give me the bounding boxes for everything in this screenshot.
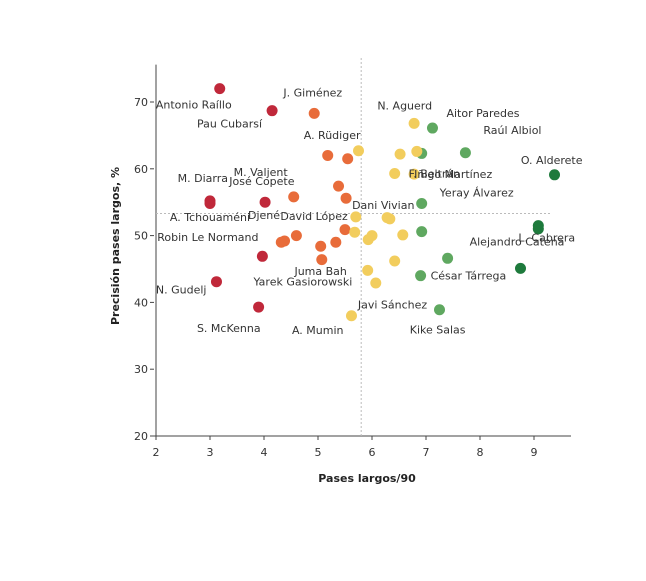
point-label: N. Gudelj — [156, 284, 207, 297]
data-point — [316, 254, 328, 266]
point-label: Aitor Paredes — [446, 107, 519, 120]
data-point — [411, 145, 423, 157]
data-point — [342, 153, 354, 165]
point-label: N. Aguerd — [377, 99, 432, 112]
data-point — [549, 169, 561, 181]
point-label: O. Alderete — [521, 154, 583, 167]
data-point — [389, 167, 401, 179]
data-point — [340, 192, 352, 204]
data-point — [389, 255, 401, 267]
point-label: Antonio Raíllo — [156, 99, 232, 112]
point-label: Javi Sánchez — [357, 298, 428, 311]
data-point — [345, 310, 357, 322]
y-tick-label: 60 — [134, 163, 148, 176]
point-label: A. Tchouaméni — [170, 211, 250, 224]
point-label: Yeray Álvarez — [439, 187, 514, 200]
data-point — [290, 230, 302, 242]
data-point — [370, 277, 382, 289]
data-point — [288, 191, 300, 203]
point-label: Djené — [248, 209, 280, 222]
y-tick-label: 40 — [134, 296, 148, 309]
point-label: L. Cabrera — [518, 232, 575, 245]
data-point — [275, 236, 287, 248]
point-label: David López — [280, 210, 348, 223]
point-label: José Copete — [228, 175, 294, 188]
data-point — [415, 270, 427, 282]
data-point — [408, 168, 420, 180]
data-point — [333, 180, 345, 192]
point-label: F. Beltrán — [409, 167, 460, 180]
data-point — [434, 304, 445, 316]
point-label: J. Giménez — [282, 86, 342, 99]
data-point — [322, 149, 334, 161]
data-point — [330, 236, 342, 248]
point-label: A. Rüdiger — [304, 129, 361, 142]
x-tick-label: 9 — [531, 446, 538, 459]
y-tick-label: 70 — [134, 96, 148, 109]
data-point — [353, 145, 364, 157]
data-point — [204, 198, 216, 210]
data-point — [394, 148, 406, 160]
x-axis-title: Pases largos/90 — [318, 472, 416, 485]
data-point — [416, 198, 428, 210]
data-point — [459, 147, 471, 159]
y-tick-label: 50 — [134, 230, 148, 243]
data-point — [210, 276, 222, 288]
point-label: César Tárrega — [431, 270, 507, 283]
data-point — [384, 213, 396, 225]
data-point — [349, 226, 361, 238]
data-points — [204, 83, 561, 322]
data-point — [253, 301, 265, 313]
data-point — [397, 229, 409, 241]
data-point — [308, 107, 320, 119]
data-point — [214, 83, 226, 95]
point-label: Alejandro Catena — [470, 235, 565, 248]
data-point — [408, 117, 420, 129]
data-point — [266, 105, 278, 117]
point-label: Iñigo Martínez — [414, 168, 492, 181]
data-point — [362, 264, 374, 276]
data-point — [362, 234, 374, 246]
point-label: M. Valjent — [234, 166, 289, 179]
point-label: Yarek Gasiorowski — [252, 276, 352, 289]
data-point — [442, 252, 454, 264]
point-label: S. McKenna — [197, 322, 261, 335]
x-tick-label: 8 — [477, 446, 484, 459]
y-axis-title: Precisión pases largos, % — [109, 167, 122, 325]
x-tick-label: 3 — [207, 446, 214, 459]
data-point — [350, 211, 362, 223]
point-label: Dani Vivian — [352, 199, 414, 212]
x-tick-label: 7 — [423, 446, 430, 459]
point-label: A. Mumin — [292, 324, 344, 337]
x-tick-label: 5 — [315, 446, 322, 459]
y-tick-label: 20 — [134, 430, 148, 443]
x-tick-label: 2 — [153, 446, 160, 459]
y-tick-label: 30 — [134, 363, 148, 376]
x-tick-label: 6 — [369, 446, 376, 459]
point-label: Robin Le Normand — [157, 231, 258, 244]
data-point — [416, 226, 428, 238]
data-point — [259, 196, 271, 208]
data-point — [256, 250, 268, 262]
point-label: Raúl Albiol — [483, 124, 541, 137]
data-point — [426, 122, 438, 134]
point-label: Juma Bah — [293, 265, 346, 278]
point-label: Pau Cubarsí — [197, 118, 263, 131]
data-point — [315, 240, 327, 252]
data-point — [532, 223, 544, 235]
data-point — [515, 262, 526, 274]
point-label: M. Diarra — [178, 172, 228, 185]
x-tick-label: 4 — [261, 446, 268, 459]
point-labels: Antonio Raíllo Pau Cubarsí J. Giménez M. Va… — [156, 86, 583, 336]
point-label: Kike Salas — [410, 324, 466, 337]
axes: 20 30 40 50 60 70 2 3 4 5 6 7 8 9 — [134, 64, 571, 459]
data-point — [339, 224, 351, 236]
